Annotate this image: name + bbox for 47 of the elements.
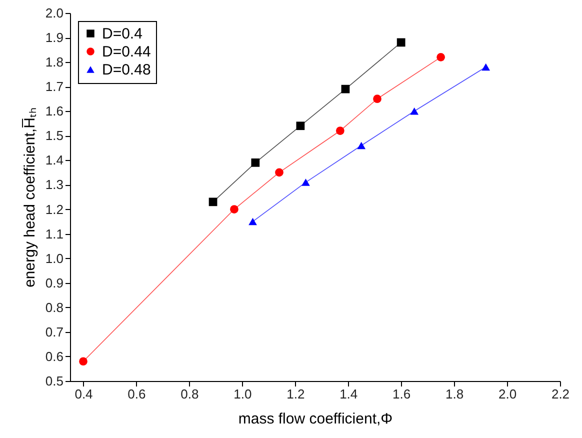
y-tick-label: 1.1 [45, 226, 64, 242]
y-tick-label: 1.3 [45, 177, 64, 192]
y-tick-label: 0.9 [45, 275, 64, 290]
x-tick-label: 2.0 [498, 386, 517, 402]
point [230, 205, 238, 214]
y-tick-label: 1.9 [45, 30, 64, 46]
y-tick-label: 1.8 [45, 54, 64, 70]
point [482, 63, 490, 71]
x-tick-label: 1.8 [446, 386, 464, 402]
x-tick-label: 1.4 [340, 386, 358, 402]
legend-label: D=0.48 [102, 62, 151, 78]
y-axis-title: energy head coefficient,H̅ₜₕ [21, 108, 38, 288]
y-tick-label: 1.2 [45, 202, 64, 217]
point [341, 84, 350, 94]
y-tick-label: 0.6 [45, 348, 64, 364]
x-tick-label: 1.0 [234, 386, 252, 402]
point [336, 126, 344, 135]
y-tick-label: 1.5 [45, 128, 64, 144]
y-tick-label: 0.7 [45, 324, 64, 340]
legend-label: D=0.4 [102, 26, 142, 42]
point [302, 178, 310, 186]
point [296, 122, 305, 130]
y-tick-label: 1.7 [45, 79, 64, 94]
x-tick-label: 0.8 [180, 386, 199, 402]
legend-label: D=0.44 [102, 44, 151, 60]
x-tick-label: 2.2 [551, 386, 570, 402]
x-axis-title: mass flow coefficient,Φ [238, 410, 393, 428]
point [396, 38, 406, 47]
y-tick-label: 0.5 [45, 374, 64, 388]
point [79, 357, 88, 366]
x-tick-label: 1.2 [286, 386, 305, 402]
x-tick-label: 0.6 [128, 386, 146, 402]
point [436, 52, 445, 62]
x-tick-label: 1.6 [392, 386, 411, 402]
point [275, 168, 284, 177]
y-tick-label: 2.0 [45, 6, 64, 20]
point [410, 108, 419, 115]
y-tick-label: 1.4 [45, 152, 64, 168]
point [357, 142, 366, 150]
point [373, 94, 382, 104]
y-tick-label: 1.0 [45, 250, 64, 266]
point [248, 218, 257, 226]
y-tick-label: 1.6 [45, 104, 64, 119]
point [251, 158, 260, 167]
point [208, 198, 218, 206]
y-tick-label: 0.8 [45, 300, 64, 315]
x-tick-label: 0.4 [74, 386, 93, 402]
